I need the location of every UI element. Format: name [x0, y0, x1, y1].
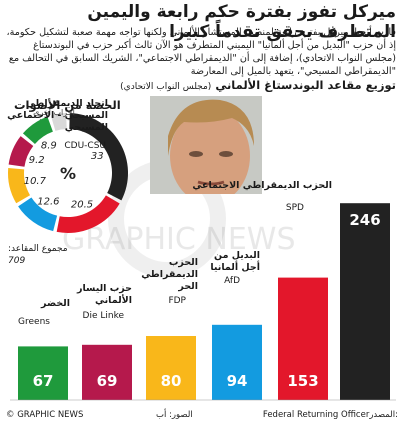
- source: Federal Returning Officerالمصدر:: [263, 410, 398, 420]
- party-name-ar-afd: البديل من أجل ألمانيا: [210, 250, 260, 273]
- slice-label-5: 8.9: [41, 140, 57, 151]
- pictures-credit: الصور: أب: [156, 410, 193, 420]
- other-parties-label: أحزاب أخرى: [33, 107, 75, 117]
- slice-label-3: 10.7: [24, 176, 47, 187]
- party-name-en-afd: AfD: [224, 276, 240, 286]
- intro-text: فازت أنجيلا ميركل بفترة رابعة لمنصب المس…: [6, 27, 396, 77]
- bar-afd: [212, 324, 262, 400]
- source-name: Federal Returning Officer: [262, 410, 370, 420]
- bar-value-cdu-csu: 246: [349, 211, 380, 229]
- slice-afd: [18, 197, 58, 232]
- source-label: المصدر:: [369, 410, 398, 420]
- portrait-image: [150, 96, 262, 194]
- party-name-ar-greens: الخضر: [41, 298, 70, 309]
- bar-greens: [18, 346, 68, 400]
- slice-cdu-csu: [69, 113, 128, 201]
- slice-label-4: 9.2: [29, 155, 45, 166]
- bar-value-fdp: 80: [161, 372, 182, 390]
- slice-others: [50, 113, 67, 131]
- bar-value-greens: 67: [33, 372, 54, 390]
- bar-chart-title-sub: (مجلس النواب الاتحادي): [120, 82, 212, 92]
- slice-label-1: 20.5: [71, 199, 93, 210]
- total-seats-label: مجموع المقاعد:: [8, 244, 68, 254]
- bar-spd: [278, 277, 328, 400]
- copyright: © GRAPHIC NEWS: [6, 410, 84, 420]
- bar-die-linke: [82, 344, 132, 400]
- bar-value-die-linke: 69: [97, 372, 118, 390]
- percent-symbol: %: [60, 164, 76, 183]
- bar-value-afd: 94: [227, 372, 248, 390]
- headline: ميركل تفوز بفترة حكم رابعة واليمين المتط…: [87, 2, 396, 42]
- party-name-ar-fdp: الحزب الديمقراطي الحر: [141, 257, 198, 292]
- party-name-en-cdu-csu: CDU-CSU: [64, 141, 106, 151]
- slice-die-linke: [8, 136, 34, 167]
- party-name-ar-cdu-csu: اتحاد الديمقراطي المسيحي - الاجتماعي الم…: [7, 98, 108, 133]
- vote-share-donut: 33 20.5 12.6 10.7 9.2 8.9% أحزاب أخرى: [7, 107, 128, 233]
- watermark-text: GRAPHIC NEWS: [62, 222, 296, 257]
- party-name-ar-spd: الحزب الديمقراطي الاجتماعي: [192, 180, 332, 191]
- slice-label-2: 12.6: [37, 196, 59, 207]
- party-name-en-fdp: FDP: [168, 296, 186, 306]
- bar-cdu-csu: [340, 203, 390, 400]
- merkel-photo: [150, 96, 262, 194]
- slice-greens: [22, 116, 53, 144]
- party-name-ar-die-linke: حزب اليسار الألماني: [76, 283, 132, 306]
- party-name-en-spd: SPD: [285, 203, 304, 213]
- bar-fdp: [146, 336, 196, 400]
- total-seats-value: 709: [8, 256, 26, 266]
- slice-spd: [56, 195, 120, 233]
- party-name-en-greens: Greens: [18, 317, 50, 327]
- bar-chart-title: توزيع مقاعد البوندستاغ الألماني (مجلس ال…: [120, 78, 396, 92]
- party-name-en-die-linke: Die Linke: [82, 311, 124, 321]
- slice-label-0: 33: [91, 151, 104, 162]
- bar-value-spd: 153: [287, 372, 318, 390]
- bar-chart-title-main: توزيع مقاعد البوندستاغ الألماني: [215, 78, 396, 92]
- slice-fdp: [7, 168, 31, 204]
- donut-title: الحصة من الأصوات: [14, 98, 121, 112]
